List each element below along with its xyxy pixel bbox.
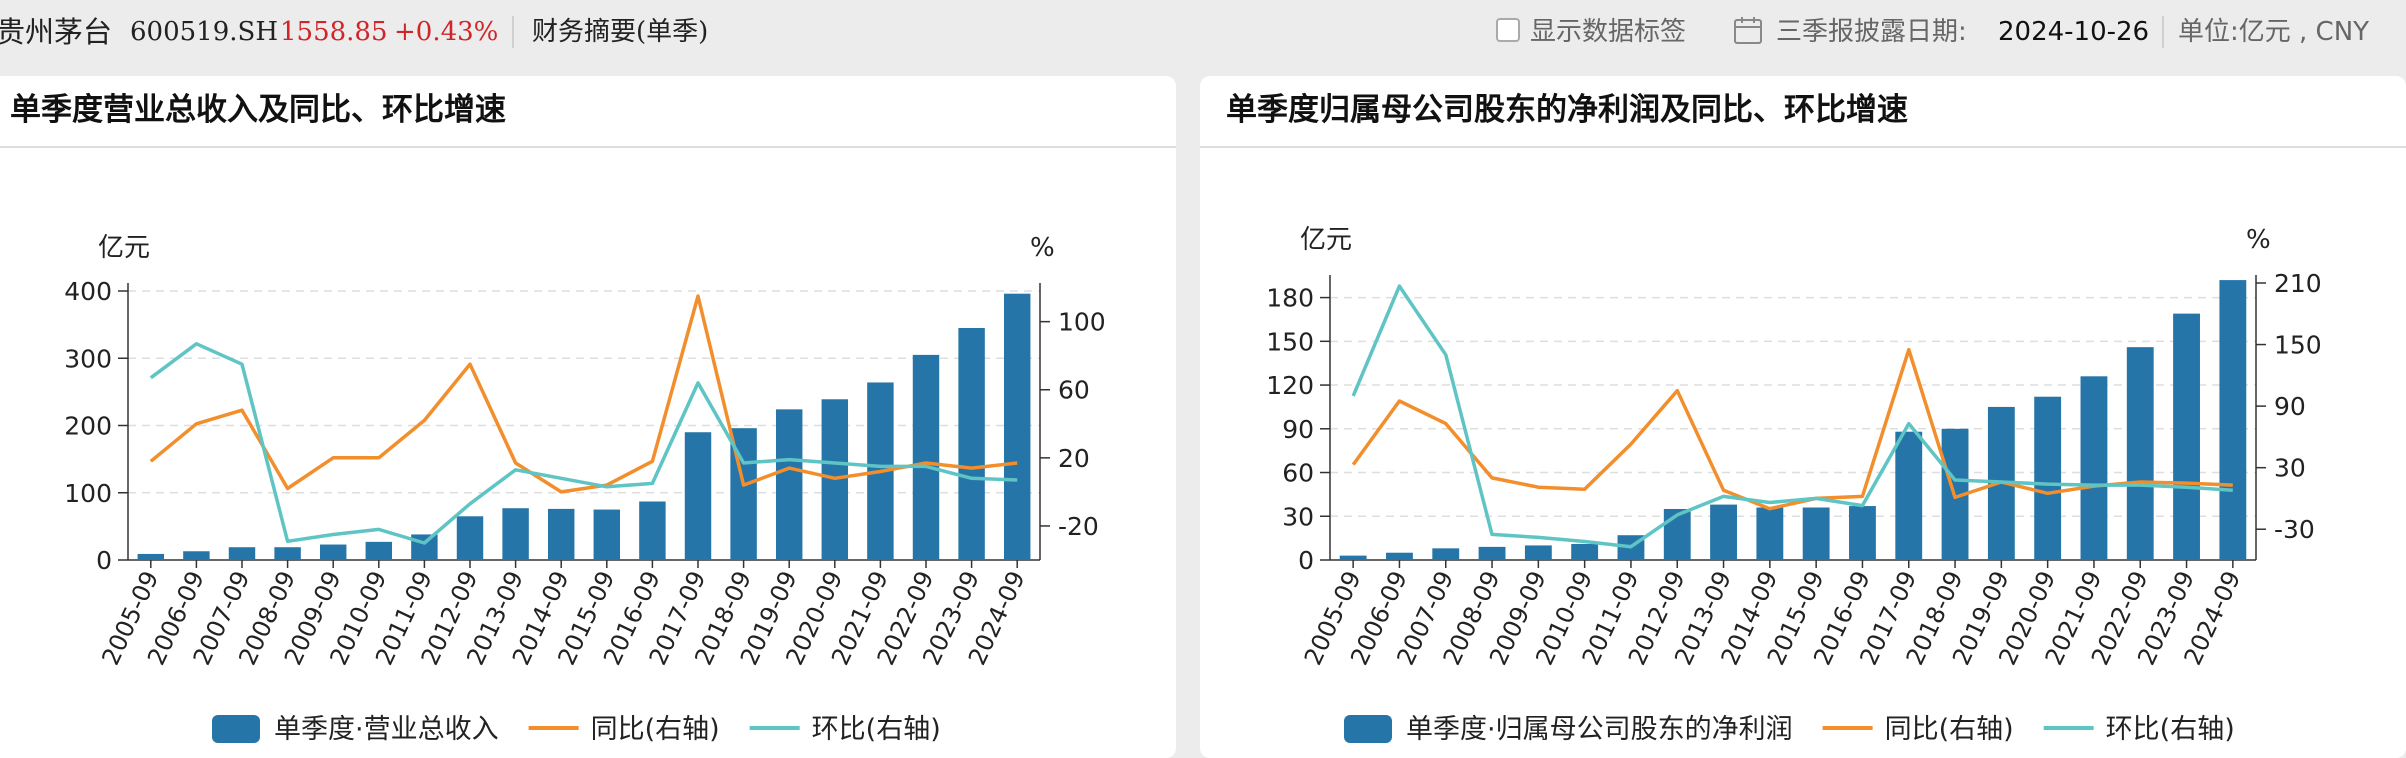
legend-swatch bbox=[1344, 715, 1392, 743]
qoq-series-line bbox=[1351, 284, 2233, 549]
right-axis-unit: % bbox=[2246, 225, 2271, 255]
right-tick-label: 210 bbox=[2274, 269, 2322, 298]
bar bbox=[593, 509, 621, 560]
left-tick-label: 120 bbox=[1266, 371, 1314, 400]
legend-label: 同比(右轴) bbox=[1885, 714, 2014, 745]
unit-label: 单位:亿元 , CNY bbox=[2178, 17, 2370, 47]
right-tick-label: 90 bbox=[2274, 392, 2306, 421]
left-tick-label: 90 bbox=[1282, 415, 1314, 444]
divider bbox=[512, 16, 514, 48]
left-tick-label: 60 bbox=[1282, 459, 1314, 488]
bar bbox=[1339, 555, 1367, 560]
bar bbox=[2080, 376, 2108, 560]
left-tick-label: 200 bbox=[64, 412, 112, 441]
left-tick-label: 30 bbox=[1282, 502, 1314, 531]
legend-label: 同比(右轴) bbox=[591, 714, 720, 745]
bar bbox=[1710, 504, 1737, 560]
bar bbox=[365, 541, 393, 560]
bar bbox=[411, 534, 438, 560]
show-labels-checkbox[interactable] bbox=[1496, 18, 1520, 42]
bar bbox=[775, 409, 803, 560]
bar bbox=[1756, 507, 1784, 560]
bar bbox=[684, 432, 712, 560]
price-change: +0.43% bbox=[394, 17, 499, 47]
yoy-series-line bbox=[1351, 347, 2233, 511]
yoy-series-line bbox=[149, 294, 1018, 494]
panel-divider bbox=[0, 146, 1176, 148]
right-tick-label: 30 bbox=[2274, 454, 2306, 483]
legend-label: 单季度·营业总收入 bbox=[274, 714, 499, 745]
bar bbox=[456, 516, 484, 560]
bar bbox=[1524, 545, 1552, 560]
bar bbox=[137, 553, 165, 560]
bar bbox=[1478, 546, 1506, 560]
right-axis-unit: % bbox=[1030, 233, 1055, 263]
bar bbox=[547, 508, 575, 560]
bar bbox=[274, 547, 301, 560]
top-bar: 贵州茅台 600519.SH 1558.85 +0.43% 财务摘要(单季) 显… bbox=[0, 0, 2406, 64]
profit-panel: 单季度归属母公司股东的净利润及同比、环比增速 0 30 60 90 120 150 180 -… bbox=[1200, 76, 2406, 758]
right-tick-label: -30 bbox=[2274, 515, 2315, 544]
calendar-icon bbox=[1734, 17, 1762, 44]
panel-title: 单季度归属母公司股东的净利润及同比、环比增速 bbox=[1226, 92, 1908, 128]
right-tick-label: 60 bbox=[1058, 376, 1090, 405]
bar bbox=[183, 551, 210, 560]
bar bbox=[1802, 507, 1830, 560]
right-tick-label: 100 bbox=[1058, 308, 1106, 337]
bar bbox=[2126, 347, 2154, 560]
show-labels-label[interactable]: 显示数据标签 bbox=[1530, 17, 1687, 47]
bar bbox=[319, 544, 347, 560]
bar bbox=[1432, 548, 1460, 560]
bar bbox=[958, 327, 985, 560]
left-tick-label: 0 bbox=[1298, 546, 1314, 575]
disclosure-date: 2024-10-26 bbox=[1998, 17, 2150, 47]
stock-price: 1558.85 bbox=[280, 17, 388, 47]
bar bbox=[1663, 508, 1691, 560]
left-tick-label: 0 bbox=[96, 546, 112, 575]
panel-title: 单季度营业总收入及同比、环比增速 bbox=[10, 92, 506, 128]
bar bbox=[2034, 396, 2062, 560]
left-tick-label: 300 bbox=[64, 344, 112, 373]
bar bbox=[1895, 431, 1923, 560]
right-tick-label: -20 bbox=[1058, 512, 1099, 541]
bar bbox=[2173, 313, 2200, 560]
company-name: 贵州茅台 bbox=[0, 15, 113, 49]
right-tick-label: 20 bbox=[1058, 444, 1090, 473]
bar bbox=[912, 354, 940, 560]
disclosure-label: 三季报披露日期: bbox=[1776, 17, 1967, 47]
legend-label: 单季度·归属母公司股东的净利润 bbox=[1406, 714, 1793, 745]
bar bbox=[502, 508, 529, 560]
bar bbox=[2219, 280, 2247, 560]
bar bbox=[1849, 506, 1876, 560]
bar bbox=[1386, 552, 1413, 560]
left-tick-label: 100 bbox=[64, 479, 112, 508]
bar bbox=[228, 547, 256, 560]
legend-label: 环比(右轴) bbox=[2106, 714, 2235, 745]
panel-divider bbox=[1200, 146, 2406, 148]
bar bbox=[1571, 543, 1599, 560]
bar bbox=[639, 501, 666, 560]
stock-code: 600519.SH bbox=[130, 17, 279, 47]
divider bbox=[2162, 16, 2164, 48]
report-type[interactable]: 财务摘要(单季) bbox=[532, 17, 709, 47]
bar bbox=[1003, 293, 1031, 560]
right-tick-label: 150 bbox=[2274, 331, 2322, 360]
left-tick-label: 180 bbox=[1266, 284, 1314, 313]
legend-swatch bbox=[212, 715, 260, 743]
left-tick-label: 400 bbox=[64, 277, 112, 306]
legend-label: 环比(右轴) bbox=[812, 714, 941, 745]
qoq-series-line bbox=[149, 342, 1018, 545]
left-axis-unit: 亿元 bbox=[98, 233, 150, 263]
left-axis-unit: 亿元 bbox=[1300, 225, 1352, 255]
left-tick-label: 150 bbox=[1266, 327, 1314, 356]
revenue-panel: 单季度营业总收入及同比、环比增速 0 100 200 300 400 -20 20 60 100… bbox=[0, 76, 1176, 758]
